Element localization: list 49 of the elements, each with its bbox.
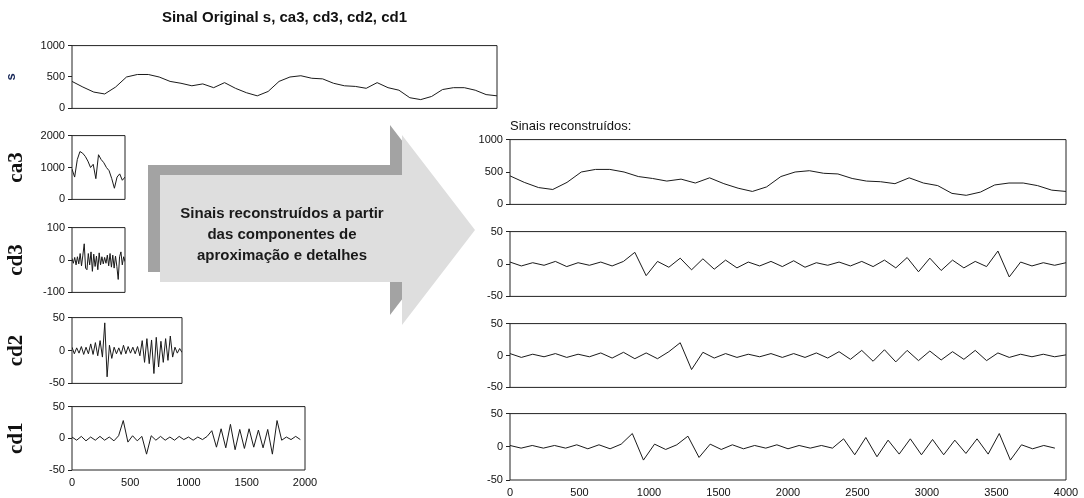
y-tick-label: 1000 <box>478 132 503 145</box>
y-tick-label: 0 <box>496 348 503 361</box>
chart-title: Sinais reconstruídos: <box>510 118 632 133</box>
y-axis-title: cd2 <box>3 334 28 367</box>
y-tick-label: 0 <box>58 343 65 356</box>
x-tick-label: 1500 <box>234 475 259 488</box>
y-tick-label: 0 <box>58 253 65 266</box>
y-axis-title: cd3 <box>3 244 28 276</box>
y-tick-label: 50 <box>490 406 503 419</box>
x-tick-label: 1000 <box>176 475 201 488</box>
y-tick-label: 100 <box>46 220 65 233</box>
x-tick-label: 3000 <box>914 485 940 498</box>
x-tick-label: 1000 <box>636 485 662 498</box>
x-tick-label: 4000 <box>1053 485 1079 498</box>
x-tick-label: 3500 <box>984 485 1009 498</box>
x-tick-label: 2500 <box>845 485 870 498</box>
y-tick-label: 1000 <box>40 38 65 51</box>
y-tick-label: -50 <box>487 473 503 486</box>
y-tick-label: 50 <box>490 224 503 237</box>
x-tick-label: 2000 <box>292 475 318 488</box>
y-tick-label: 0 <box>58 192 65 205</box>
y-axis-title: s <box>3 73 19 81</box>
y-tick-label: 0 <box>496 257 503 270</box>
y-tick-label: 1000 <box>40 160 65 173</box>
y-tick-label: 500 <box>46 70 65 83</box>
y-tick-label: 0 <box>496 439 503 452</box>
y-tick-label: 500 <box>484 165 503 178</box>
x-tick-label: 500 <box>570 485 589 498</box>
y-tick-label: 0 <box>58 431 65 444</box>
x-tick-label: 500 <box>121 475 140 488</box>
chart-title: Sinal Original s, ca3, cd3, cd2, cd1 <box>161 8 408 25</box>
y-tick-label: 50 <box>52 310 65 323</box>
y-axis-title: cd1 <box>3 422 28 455</box>
y-axis-title: ca3 <box>3 152 28 183</box>
y-tick-label: -50 <box>487 380 503 393</box>
x-tick-label: 0 <box>506 485 514 498</box>
y-tick-label: 50 <box>490 316 503 329</box>
y-tick-label: -50 <box>487 289 503 302</box>
y-tick-label: 0 <box>58 101 65 114</box>
y-tick-label: -100 <box>42 285 65 298</box>
x-tick-label: 2000 <box>775 485 801 498</box>
y-tick-label: 50 <box>52 399 65 412</box>
text: Sinais reconstruídos a partir das componentes de aproximação e detalhes <box>179 203 385 265</box>
y-tick-label: -50 <box>49 376 65 389</box>
x-tick-label: 1500 <box>706 485 731 498</box>
x-tick-label: 0 <box>68 475 76 488</box>
y-tick-label: 0 <box>496 197 503 210</box>
y-tick-label: -50 <box>49 463 65 476</box>
y-tick-label: 2000 <box>40 128 65 141</box>
